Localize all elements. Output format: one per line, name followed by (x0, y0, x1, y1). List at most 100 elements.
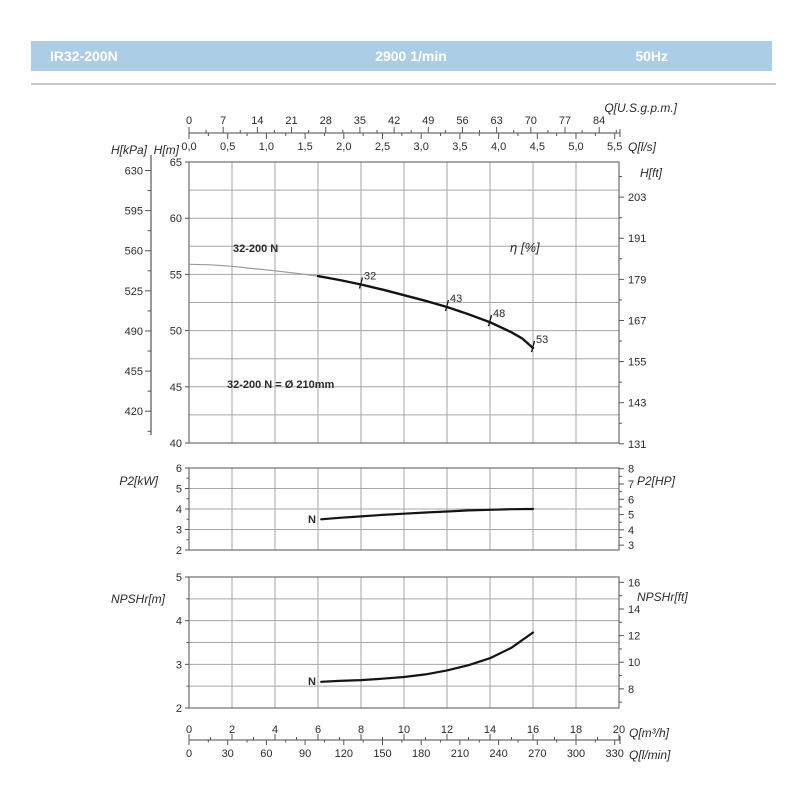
axis-line (358, 277, 364, 289)
y-tick-label: 3 (176, 659, 182, 671)
efficiency-axis-label: η [%] (510, 240, 540, 255)
kpa-tick-label: 560 (125, 246, 143, 258)
m3h-tick-label: 4 (272, 724, 278, 736)
y-tick-label: 8 (628, 464, 634, 476)
y-tick-label: 5 (176, 484, 182, 496)
m3h-tick-label: 16 (527, 724, 539, 736)
ls-tick-label: 3,5 (452, 141, 467, 153)
power-curve-label: N (308, 514, 316, 526)
kpa-tick-label: 595 (125, 206, 143, 218)
q-m3h-axis-label: Q[m³/h] (629, 726, 670, 740)
power-curve (320, 507, 535, 521)
y-tick-label: 5 (628, 510, 634, 522)
q-ls-axis-label: Q[l/s] (628, 140, 657, 154)
y-tick-label: 155 (628, 357, 646, 369)
p2-hp-axis-label: P2[HP] (637, 474, 676, 488)
ls-tick-label: 5,0 (568, 141, 583, 153)
kpa-tick-label: 455 (125, 366, 143, 378)
gpm-tick-label: 49 (422, 115, 434, 127)
m3h-tick-label: 10 (398, 724, 410, 736)
npshr-ft-axis-label: NPSHr[ft] (637, 590, 688, 604)
gpm-tick-label: 21 (285, 115, 297, 127)
lmin-tick-label: 60 (260, 748, 272, 760)
gpm-tick-label: 56 (456, 115, 468, 127)
pump-frequency: 50Hz (635, 48, 669, 64)
y-tick-label: 7 (628, 479, 634, 491)
ls-tick-label: 4,0 (491, 141, 506, 153)
lmin-tick-label: 300 (567, 748, 585, 760)
lmin-tick-label: 150 (373, 748, 391, 760)
kpa-tick-label: 490 (125, 326, 143, 338)
gpm-tick-label: 35 (354, 115, 366, 127)
efficiency-value-label: 32 (364, 271, 376, 283)
lmin-tick-label: 0 (186, 748, 192, 760)
header-bar: IR32-200N 2900 1/min 50Hz (31, 41, 772, 71)
y-tick-label: 191 (628, 233, 646, 245)
m3h-tick-label: 8 (358, 724, 364, 736)
m3h-tick-label: 18 (570, 724, 582, 736)
axis-line (444, 299, 450, 312)
y-tick-label: 5 (176, 572, 182, 584)
gridlines (188, 161, 620, 709)
ls-tick-label: 5,5 (607, 141, 622, 153)
h-ft-axis-label: H[ft] (640, 166, 663, 180)
y-tick-label: 179 (628, 274, 646, 286)
lmin-tick-label: 30 (222, 748, 234, 760)
lmin-tick-label: 90 (299, 748, 311, 760)
y-tick-label: 4 (628, 525, 634, 537)
q-lmin-axis-label: Q[l/min] (629, 748, 671, 762)
impeller-note: 32-200 N = Ø 210mm (227, 379, 335, 391)
y-tick-label: 2 (176, 545, 182, 557)
head-curve-thin (188, 263, 319, 277)
p2-kw-axis-label: P2[kW] (119, 474, 158, 488)
y-tick-label: 131 (628, 439, 646, 451)
gpm-tick-label: 7 (220, 115, 226, 127)
pump-model: IR32-200N (50, 48, 118, 64)
m3h-tick-label: 20 (613, 724, 625, 736)
y-tick-label: 10 (628, 657, 640, 669)
m3h-tick-label: 12 (441, 724, 453, 736)
curves: 32-200 N η [%] 32 43 48 53 32-200 N = Ø 210mm N… (188, 240, 548, 688)
ls-tick-label: 4,5 (530, 141, 545, 153)
lmin-tick-label: 270 (528, 748, 546, 760)
y-tick-label: 3 (176, 525, 182, 537)
gpm-tick-label: 42 (388, 115, 400, 127)
ls-tick-label: 2,0 (336, 141, 351, 153)
head-curve (316, 274, 535, 350)
header-divider (31, 83, 776, 85)
m3h-tick-label: 2 (229, 724, 235, 736)
axes: 6560555045402031911791671551431316305955… (111, 101, 688, 762)
efficiency-value-label: 53 (536, 334, 548, 346)
y-tick-label: 2 (176, 703, 182, 715)
gpm-tick-label: 0 (186, 115, 192, 127)
plot-border (188, 161, 620, 444)
y-tick-label: 14 (628, 604, 640, 616)
h-m-axis-label: H[m] (154, 143, 180, 157)
lmin-tick-label: 180 (412, 748, 430, 760)
y-tick-label: 45 (170, 382, 182, 394)
lmin-tick-label: 120 (335, 748, 353, 760)
y-tick-label: 203 (628, 192, 646, 204)
y-tick-label: 8 (628, 684, 634, 696)
axis-line (487, 314, 493, 327)
ls-tick-label: 2,5 (375, 141, 390, 153)
npshr-curve (320, 631, 535, 683)
axis-line (530, 340, 536, 353)
m3h-tick-label: 6 (315, 724, 321, 736)
gpm-tick-label: 63 (491, 115, 503, 127)
y-tick-label: 50 (170, 326, 182, 338)
efficiency-value-label: 48 (493, 308, 505, 320)
gpm-tick-label: 28 (320, 115, 332, 127)
y-tick-label: 4 (176, 504, 182, 516)
ls-tick-label: 0,5 (220, 141, 235, 153)
m3h-tick-label: 0 (186, 724, 192, 736)
lmin-tick-label: 330 (606, 748, 624, 760)
y-tick-label: 143 (628, 398, 646, 410)
y-tick-label: 60 (170, 213, 182, 225)
kpa-tick-label: 630 (125, 166, 143, 178)
lmin-tick-label: 210 (451, 748, 469, 760)
y-tick-label: 3 (628, 540, 634, 552)
curve-name-label: 32-200 N (233, 243, 278, 255)
gpm-tick-label: 70 (525, 115, 537, 127)
npshr-curve-label: N (308, 676, 316, 688)
